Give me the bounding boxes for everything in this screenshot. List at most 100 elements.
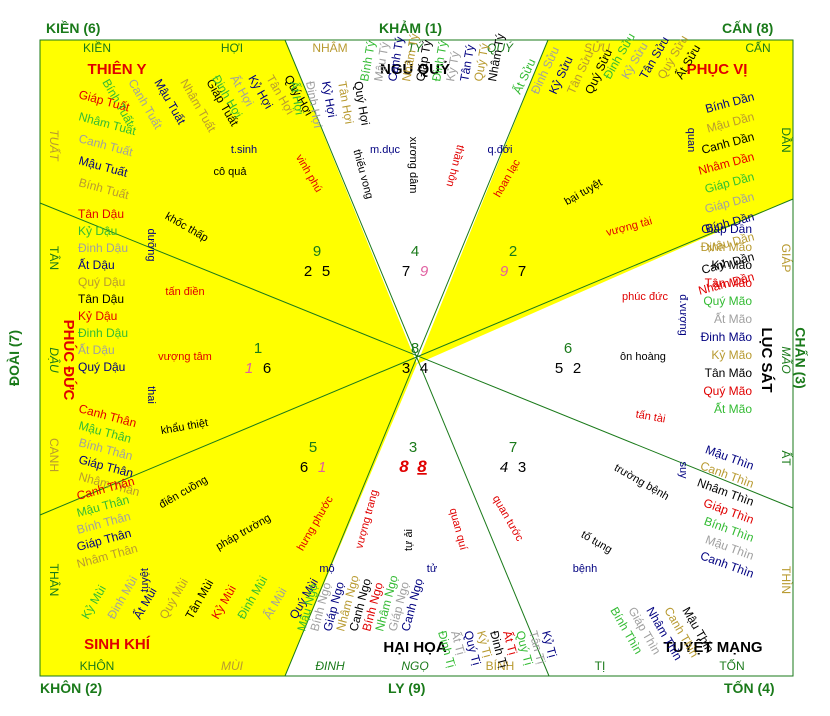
rim-right-4: THÌN: [779, 566, 794, 594]
sector-title-phuc-vi: PHỤC VỊ: [687, 61, 748, 78]
star-number-se-right: 3: [518, 459, 526, 476]
star-number-ne-top: 2: [509, 243, 517, 260]
ganzhi-w-dau-7: Đinh Dậu: [78, 326, 128, 340]
sector-title-luc-sat: LỤC SÁT: [758, 328, 775, 393]
star-quan: quan: [685, 128, 697, 152]
ganzhi-s-ti-1: Ất Tị: [448, 629, 469, 657]
ganzhi-e-mao-4: Quý Mão: [703, 294, 752, 308]
rim-bottom-0: KHÔN: [80, 658, 115, 673]
star-quan-tuoc: quan tước: [490, 494, 526, 544]
ganzhi-w-dau-2: Đinh Dậu: [78, 241, 128, 255]
ganzhi-w-dau-1: Kỷ Dậu: [78, 224, 117, 238]
ganzhi-n-left-0: Ất Hợi: [287, 80, 308, 116]
rim-left-3: CANH: [47, 438, 61, 472]
star-tuyet: tuyệt: [139, 568, 151, 592]
star-number-w-right: 6: [263, 360, 271, 377]
rim-right-3: ẤT: [779, 450, 794, 466]
star-on-hoang: ôn hoàng: [620, 351, 666, 363]
star-suy: suy: [677, 461, 689, 479]
star-number-s-right: 8: [417, 457, 427, 476]
ganzhi-s-ti-8: Kỷ Tị: [539, 629, 560, 659]
star-tan-dien: tấn điền: [165, 286, 204, 298]
star-tu-ai: tự ải: [403, 529, 415, 551]
star-number-se-left: 4: [500, 459, 508, 476]
star-number-e-left: 5: [555, 360, 563, 377]
direction-ly: LY (9): [388, 680, 426, 696]
sector-phuc-vi-fill: [417, 40, 793, 364]
ganzhi-e-mao-10: Ất Mão: [714, 401, 752, 416]
ganzhi-e-mao-2: Kỷ Mão: [711, 258, 752, 272]
ganzhi-n-left-2: Kỷ Hợi: [319, 80, 339, 118]
sector-dividers: [39, 39, 794, 677]
star-number-ne-left: 9: [500, 263, 509, 280]
star-tan-tai: tấn tài: [635, 409, 667, 426]
star-number-w-top: 1: [254, 340, 262, 357]
star-quan-qui: quan quí: [447, 507, 470, 551]
star-number-nw-right: 5: [322, 263, 330, 280]
rim-top-0: KIỀN: [83, 40, 111, 55]
ganzhi-w-dau-3: Ất Dậu: [78, 257, 115, 272]
star-number-nw-left: 2: [304, 263, 312, 280]
sector-title-sinh-khi: SINH KHÍ: [84, 636, 151, 653]
star-t-sinh: t.sinh: [231, 144, 257, 156]
star-d-vuong: đ.vượng: [677, 294, 689, 336]
ganzhi-s-ti-3: Kỷ Tị: [474, 629, 495, 659]
ganzhi-w-dau-9: Quý Dậu: [78, 360, 125, 374]
ganzhi-e-mao-5: Ất Mão: [714, 311, 752, 326]
sector-thien-y-fill: [40, 40, 417, 364]
star-number-center-left: 3: [402, 360, 410, 377]
direction-khon: KHÔN (2): [40, 680, 103, 696]
star-number-w-left: 1: [245, 360, 253, 377]
sector-sinh-khi-fill: [40, 364, 417, 676]
star-q-doi: q.đới: [488, 144, 513, 156]
sector-title-tuyet-mang: TUYỆT MẠNG: [663, 638, 762, 656]
rim-bottom-6: TỐN: [719, 658, 744, 673]
rim-right-0: DẦN: [779, 127, 794, 152]
ganzhi-e-mao-6: Đinh Mão: [701, 330, 753, 344]
rim-right-2: MÃO: [779, 346, 793, 373]
ganzhi-w-dau-4: Quý Dậu: [78, 275, 125, 289]
star-number-s-top: 3: [409, 439, 417, 456]
star-thai: thai: [145, 386, 157, 404]
rim-left-2: DẬU: [47, 347, 62, 373]
ganzhi-e-mao-0: Giáp Dần: [701, 222, 752, 236]
sector-title-phuc-duc: PHÚC ĐỨC: [60, 320, 78, 401]
ganzhi-w-dau-0: Tân Dậu: [78, 207, 124, 221]
ganzhi-n-tys-1: Mậu Tý: [371, 41, 392, 83]
direction-ton: TỐN (4): [724, 680, 775, 696]
direction-chan: CHẤN (3): [792, 327, 809, 389]
ganzhi-w-dau-8: Ất Dậu: [78, 342, 115, 357]
star-number-sw-right: 1: [318, 459, 326, 476]
rim-right-1: GIÁP: [779, 244, 794, 273]
outer-frame: [39, 39, 794, 677]
direction-doai: ĐOÀI (7): [6, 330, 22, 386]
star-phuc-duc-star: phúc đức: [622, 291, 668, 303]
sector-title-ngu-quy: NGŨ QUỶ: [380, 60, 450, 78]
star-number-e-right: 2: [573, 360, 581, 377]
rim-bottom-5: TỊ: [595, 659, 606, 673]
ganzhi-w-dau-5: Tân Dậu: [78, 292, 124, 306]
star-number-e-top: 6: [564, 340, 572, 357]
rim-bottom-2: ĐINH: [315, 659, 345, 673]
star-number-center-top: 8: [411, 340, 419, 357]
star-number-s-left: 8: [399, 457, 409, 476]
star-number-ne-right: 7: [518, 263, 526, 280]
ganzhi-n-right-3: Quý Tý: [471, 42, 491, 82]
rim-bottom-4: BÍNH: [486, 658, 515, 673]
ganzhi-e-mao-8: Tân Mão: [705, 366, 753, 380]
direction-kham: KHẢM (1): [379, 20, 442, 36]
rim-top-6: CẤN: [745, 40, 770, 55]
rim-bottom-3: NGỌ: [401, 659, 428, 673]
sector-title-hai-hoa: HẠI HỌA: [383, 639, 447, 656]
rim-top-2: NHÂM: [312, 40, 347, 55]
rim-bottom-1: MÙI: [221, 658, 244, 673]
ganzhi-s-ti-5: Ất Tị: [500, 629, 521, 657]
star-duong: dưỡng: [145, 229, 157, 262]
ganzhi-e-mao-7: Kỷ Mão: [711, 348, 752, 362]
rim-top-3: TÝ: [407, 40, 423, 55]
ganzhi-e-mao-1: Đinh Mão: [701, 240, 753, 254]
star-tu: tử: [427, 563, 438, 575]
star-number-n-top: 4: [411, 243, 419, 260]
star-xuong-dam: xương dâm: [407, 137, 419, 194]
